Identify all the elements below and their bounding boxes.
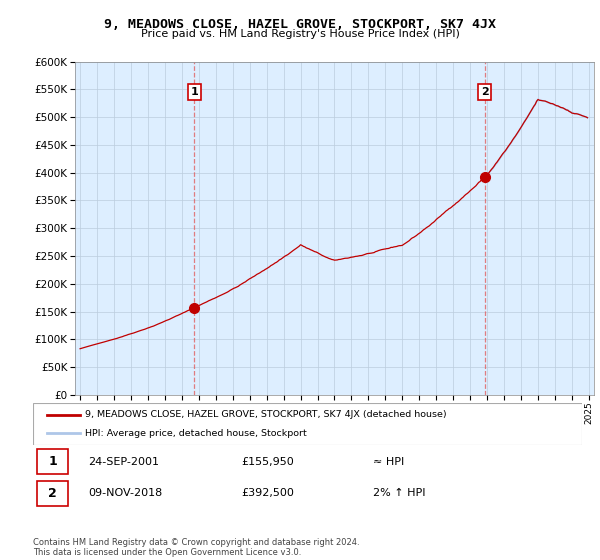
- Text: 2: 2: [481, 87, 488, 97]
- Text: £392,500: £392,500: [242, 488, 295, 498]
- FancyBboxPatch shape: [37, 449, 68, 474]
- Text: 09-NOV-2018: 09-NOV-2018: [88, 488, 162, 498]
- Text: ≈ HPI: ≈ HPI: [373, 456, 404, 466]
- Text: 2: 2: [48, 487, 57, 500]
- Text: 9, MEADOWS CLOSE, HAZEL GROVE, STOCKPORT, SK7 4JX (detached house): 9, MEADOWS CLOSE, HAZEL GROVE, STOCKPORT…: [85, 410, 447, 419]
- Text: 2% ↑ HPI: 2% ↑ HPI: [373, 488, 426, 498]
- Text: 1: 1: [48, 455, 57, 468]
- Text: HPI: Average price, detached house, Stockport: HPI: Average price, detached house, Stoc…: [85, 429, 307, 438]
- Text: Contains HM Land Registry data © Crown copyright and database right 2024.
This d: Contains HM Land Registry data © Crown c…: [33, 538, 359, 557]
- Text: Price paid vs. HM Land Registry's House Price Index (HPI): Price paid vs. HM Land Registry's House …: [140, 29, 460, 39]
- FancyBboxPatch shape: [37, 481, 68, 506]
- Text: 9, MEADOWS CLOSE, HAZEL GROVE, STOCKPORT, SK7 4JX: 9, MEADOWS CLOSE, HAZEL GROVE, STOCKPORT…: [104, 18, 496, 31]
- Text: 1: 1: [190, 87, 198, 97]
- Text: £155,950: £155,950: [242, 456, 295, 466]
- Text: 24-SEP-2001: 24-SEP-2001: [88, 456, 159, 466]
